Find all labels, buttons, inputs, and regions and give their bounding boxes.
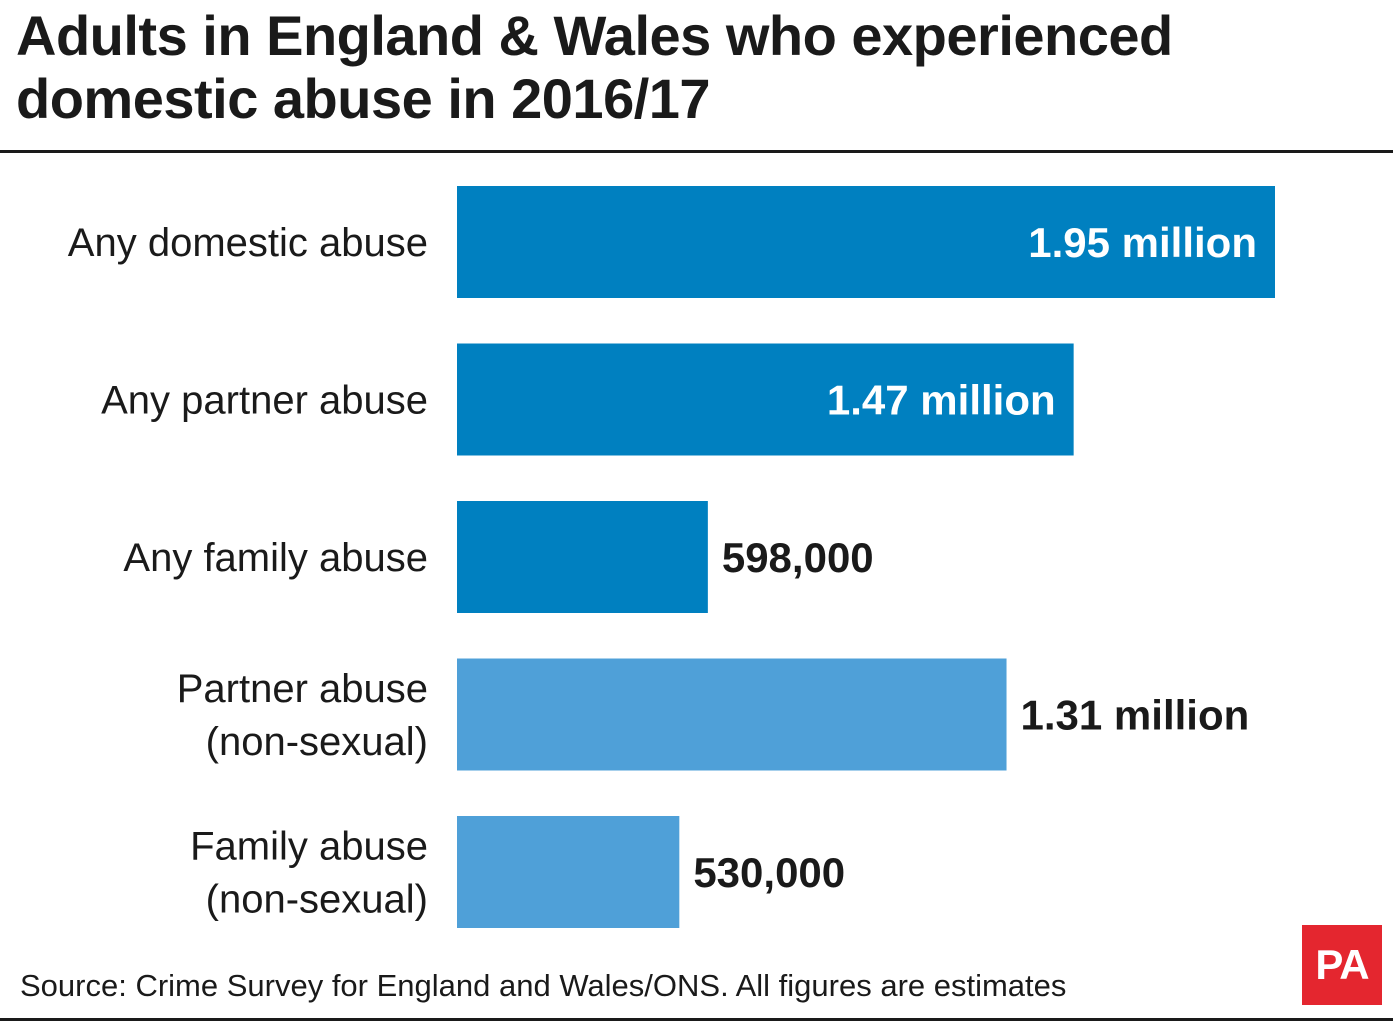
pa-logo: PA (1302, 925, 1382, 1005)
bottom-divider (0, 1018, 1393, 1021)
bar-3 (457, 658, 1007, 771)
bar-4 (457, 816, 680, 928)
value-label-1: 1.47 million (827, 377, 1056, 424)
value-label-3: 1.31 million (1021, 692, 1250, 739)
source-note: Source: Crime Survey for England and Wal… (20, 968, 1067, 1003)
category-label-3-line-0: Partner abuse (177, 667, 428, 711)
bar-2 (457, 501, 708, 613)
category-label-1: Any partner abuse (101, 379, 428, 423)
bar-0 (457, 186, 1275, 298)
title-divider (0, 150, 1393, 153)
value-label-0: 1.95 million (1028, 219, 1257, 266)
category-label-4-line-1: (non-sexual) (206, 878, 428, 922)
category-label-4-line-0: Family abuse (190, 825, 428, 869)
value-label-2: 598,000 (722, 534, 874, 581)
bar-1 (457, 343, 1074, 456)
category-label-3-line-1: (non-sexual) (206, 720, 428, 764)
category-label-0: Any domestic abuse (68, 221, 428, 265)
value-label-4: 530,000 (693, 849, 845, 896)
bar-chart: Any domestic abuse 1.95 million Any partne… (68, 186, 1275, 928)
chart-title: Adults in England & Wales who experience… (16, 4, 1173, 130)
category-label-2: Any family abuse (123, 536, 428, 580)
